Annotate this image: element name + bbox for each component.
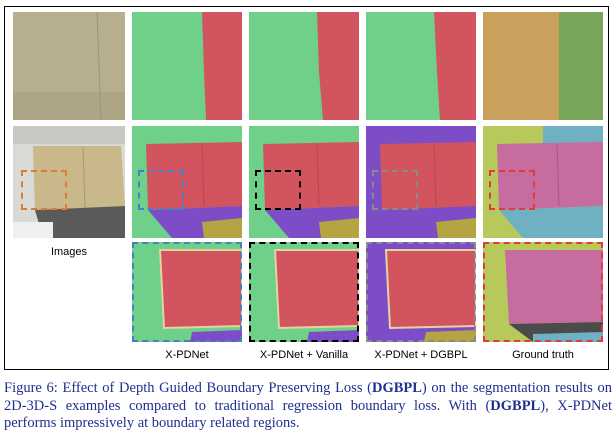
label-dgbpl: X-PDNet + DGBPL	[374, 349, 468, 361]
caption-bold-2: DGBPL	[490, 397, 541, 414]
vanilla-zoom	[249, 242, 359, 342]
vanilla-bottom	[249, 126, 359, 238]
caption-prefix: Figure 6: Effect of Depth Guided Boundar…	[4, 380, 372, 396]
xpdnet-bottom	[132, 126, 242, 238]
dgbpl-bottom	[366, 126, 476, 238]
label-vanilla: X-PDNet + Vanilla	[259, 349, 349, 361]
label-xpdnet: X-PDNet	[165, 349, 209, 361]
groundtruth-top	[483, 12, 603, 120]
dgbpl-top	[366, 12, 476, 120]
input-image-top	[13, 12, 125, 120]
label-groundtruth: Ground truth	[512, 349, 574, 361]
xpdnet-zoom	[132, 242, 242, 342]
caption-suffix: ), X-PDNet performs impressively at boun…	[4, 397, 612, 432]
caption-middle: ) on the segmentation results on 2D-3D-S…	[4, 380, 612, 414]
caption-bold-1: DGBPL	[371, 380, 422, 396]
groundtruth-bottom	[483, 126, 603, 238]
label-images: Images	[50, 246, 88, 258]
input-image-bottom	[13, 126, 125, 238]
figure-caption: Figure 6: Effect of Depth Guided Boundar…	[4, 380, 612, 433]
dgbpl-zoom	[366, 242, 476, 342]
xpdnet-top	[132, 12, 242, 120]
vanilla-top	[249, 12, 359, 120]
groundtruth-zoom	[483, 242, 603, 342]
